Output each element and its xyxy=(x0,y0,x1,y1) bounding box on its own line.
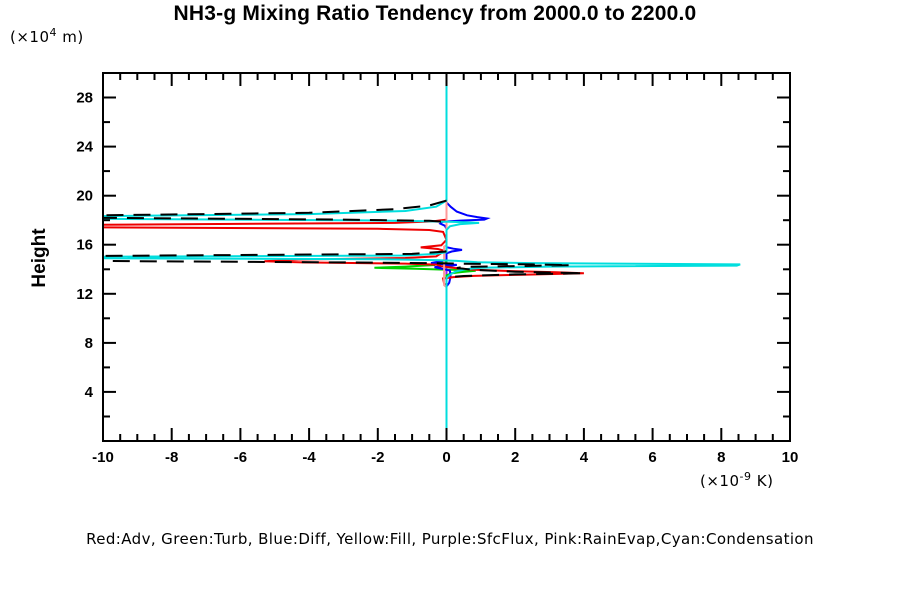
x-axis-tick-label: 2 xyxy=(511,449,519,466)
y-axis-tick-label: 24 xyxy=(76,139,93,156)
series-black-unlabeled-total xyxy=(103,199,447,223)
series-diff xyxy=(430,73,491,441)
x-axis-tick-label: 10 xyxy=(782,449,799,466)
y-axis-tick-label: 4 xyxy=(85,384,94,401)
y-axis-tick-label: 16 xyxy=(76,237,93,254)
x-axis-tick-label: 4 xyxy=(580,449,589,466)
series-black-unlabeled-total xyxy=(103,250,447,257)
x-axis-tick-label: 6 xyxy=(648,449,656,466)
series-condensation xyxy=(103,73,741,441)
x-axis-tick-label: -4 xyxy=(302,449,316,466)
x-axis-tick-label: -8 xyxy=(165,449,178,466)
x-axis-tick-label: -6 xyxy=(234,449,247,466)
y-axis-tick-label: 12 xyxy=(76,286,93,303)
plot-frame xyxy=(102,72,791,442)
series-black-unlabeled-total xyxy=(103,260,584,279)
series-legend-text: Red:Adv, Green:Turb, Blue:Diff, Yellow:F… xyxy=(86,530,814,548)
x-axis-tick-label: -10 xyxy=(92,449,114,466)
x-axis-tick-label: 8 xyxy=(717,449,725,466)
chart-title: NH3-g Mixing Ratio Tendency from 2000.0 … xyxy=(173,2,697,25)
y-axis-unit-label: (×104 m) xyxy=(10,26,84,46)
x-axis-tick-label: -2 xyxy=(371,449,384,466)
y-axis-tick-label: 28 xyxy=(76,90,93,107)
y-axis-tick-label: 8 xyxy=(85,335,93,352)
y-axis-tick-label: 20 xyxy=(76,188,93,205)
x-axis-unit-label: (×10-9 K) xyxy=(700,470,774,490)
x-axis-tick-label: 0 xyxy=(442,449,450,466)
